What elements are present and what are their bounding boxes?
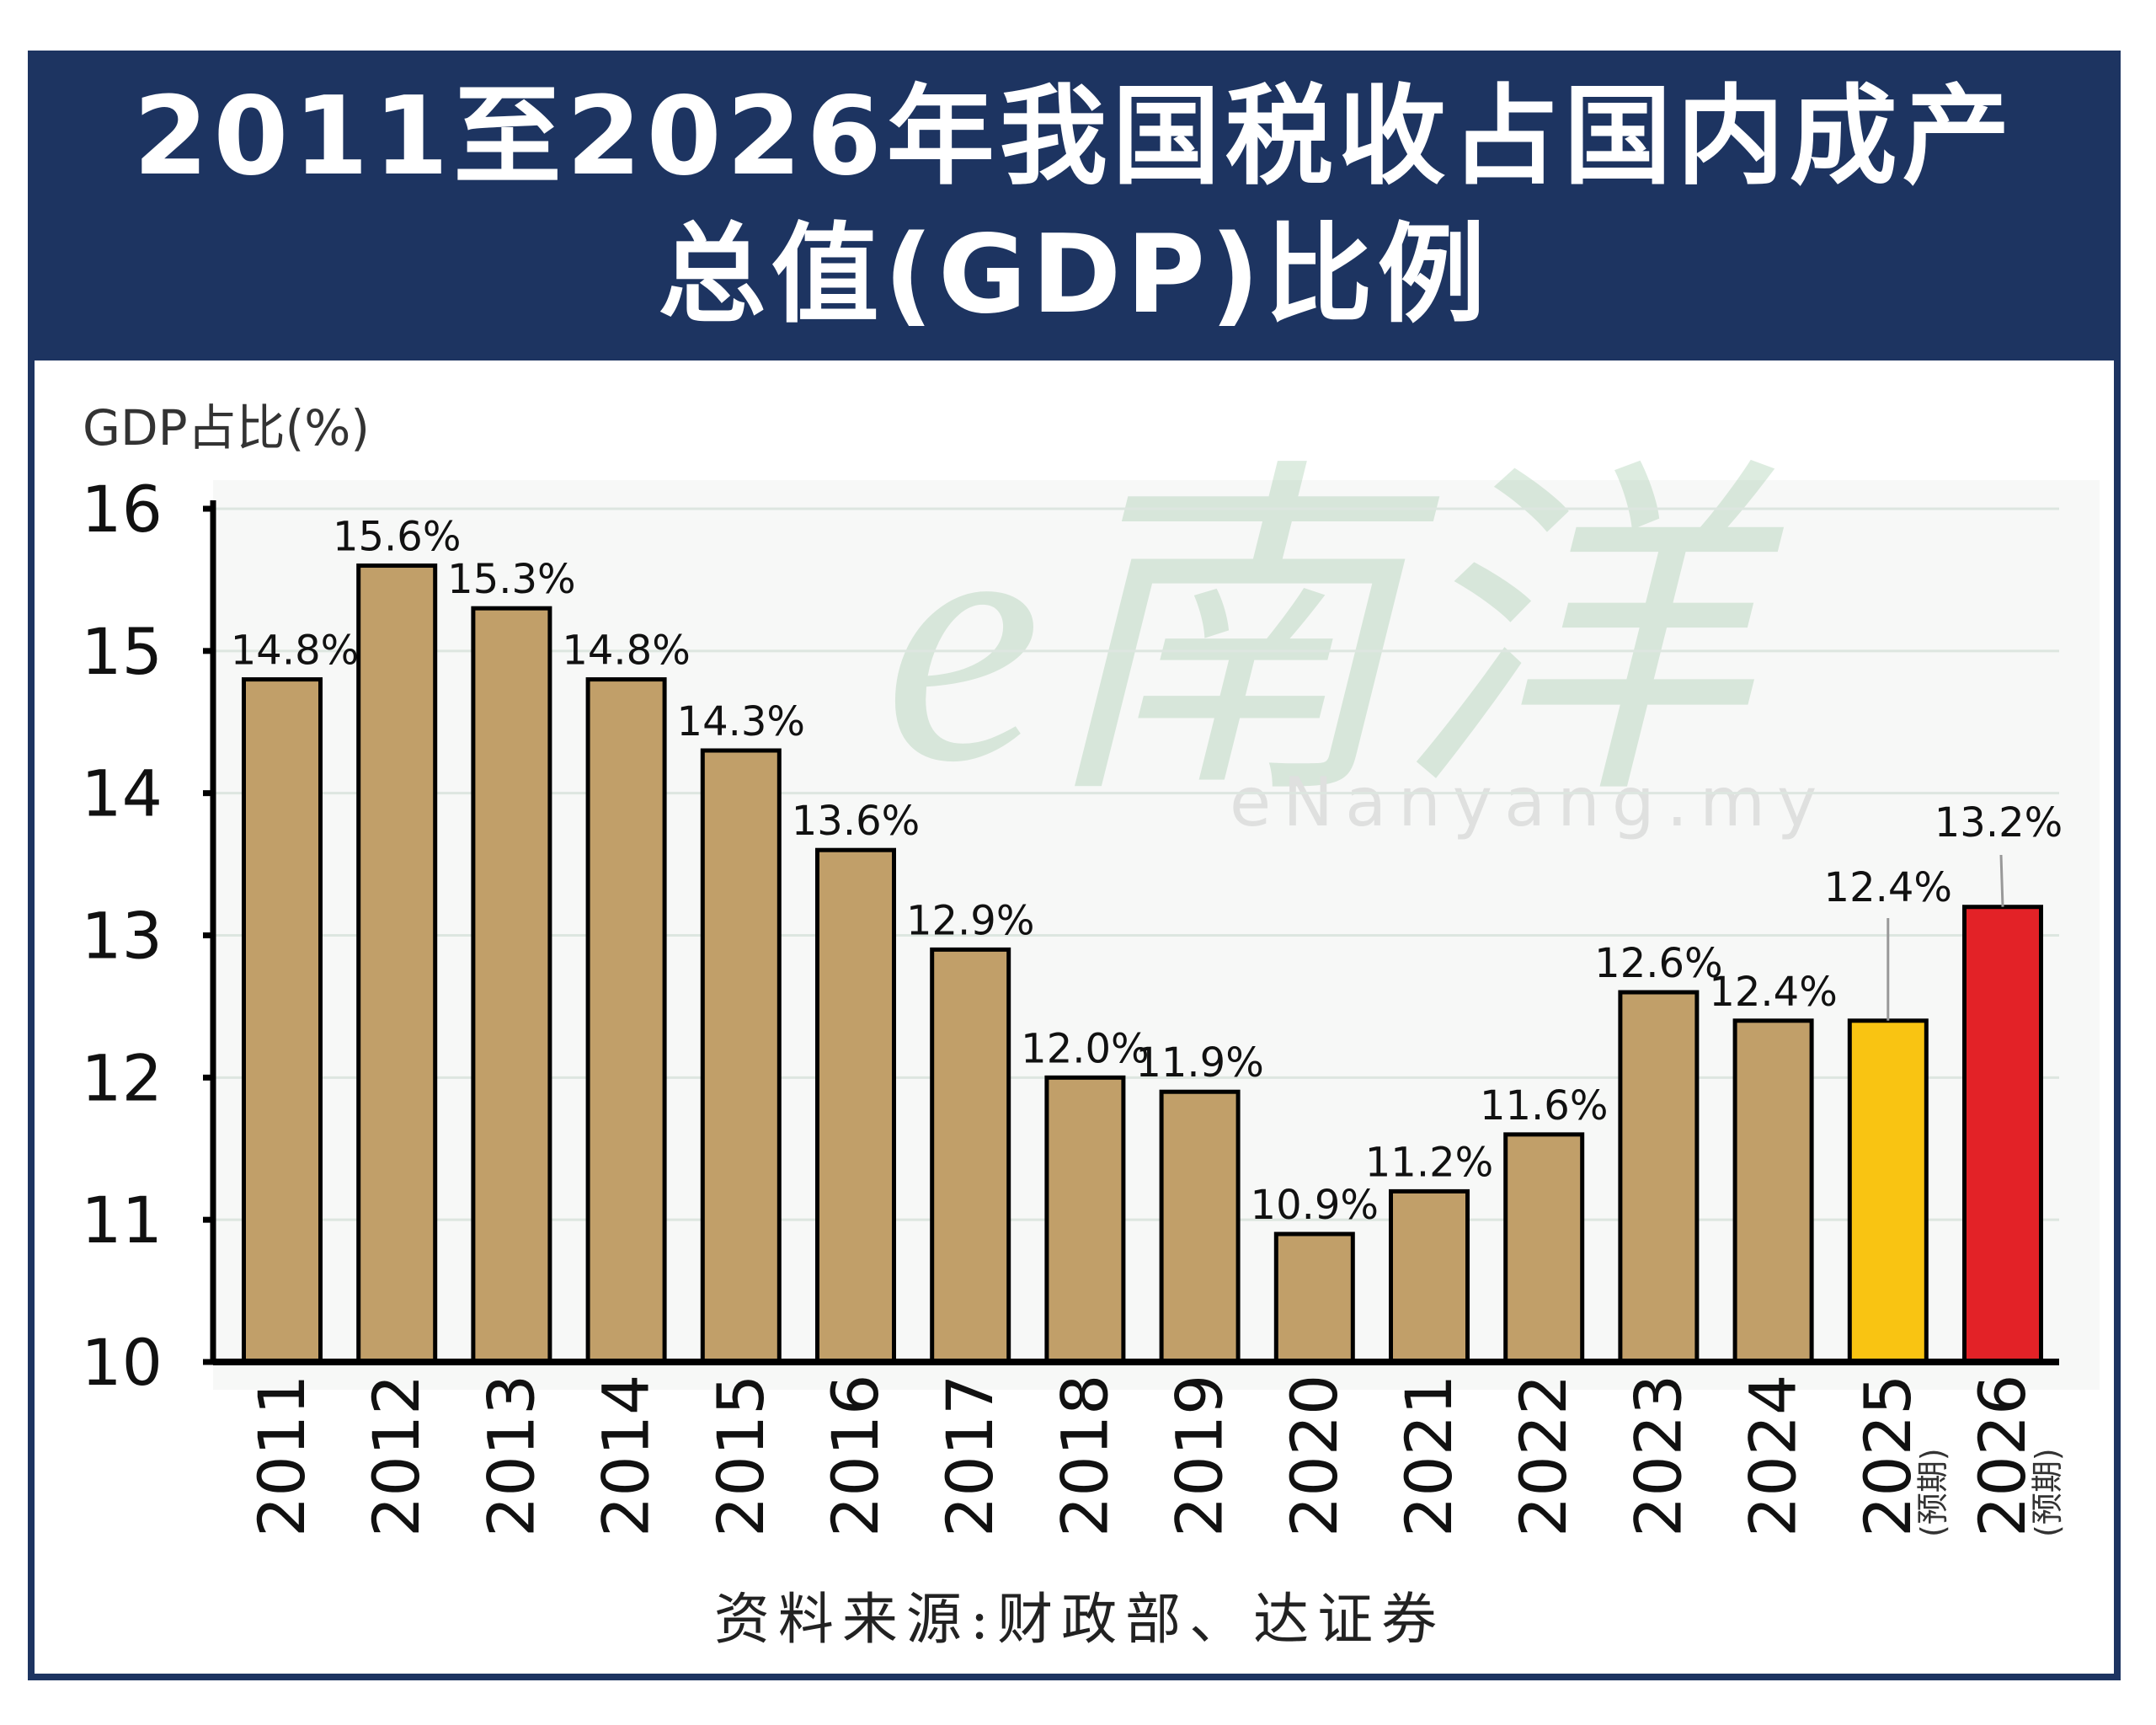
data-label: 12.9% [906,897,1034,944]
data-label: 12.4% [1824,864,1952,911]
x-tick-label: 2014 [589,1375,664,1537]
title-banner: 2011至2026年我国税收占国内成产 总值(GDP)比例 [28,51,2121,360]
x-tick-label-group: 2016 [818,1375,893,1537]
data-label: 10.9% [1251,1182,1379,1229]
bar-2016 [815,847,896,1365]
x-tick-label-group: 2021 [1391,1375,1466,1537]
x-tick-label-group: 2015 [703,1375,778,1537]
x-tick-label-group: 2011 [244,1375,319,1537]
data-label: 14.8% [231,628,359,675]
x-tick-label: 2013 [473,1375,548,1537]
x-tick-label-group: 2022 [1506,1375,1581,1537]
data-label: 13.2% [1935,799,2063,846]
data-label: 12.6% [1594,940,1722,987]
y-tick-label: 14 [81,756,163,831]
bar-2026 [1962,905,2043,1365]
x-tick-label: 2020 [1277,1375,1352,1537]
watermark: e南洋 eNanyang.my [884,443,1828,841]
x-tick-label: 2015 [703,1375,778,1537]
watermark-site: eNanyang.my [1230,763,1828,841]
y-tick-label: 16 [81,472,163,547]
x-tick-label-group: 2019 [1162,1375,1237,1537]
x-tick-label-group: 2013 [473,1375,548,1537]
title-line-1: 2011至2026年我国税收占国内成产 [133,74,2015,200]
bar-2018 [1044,1075,1126,1365]
x-tick-label: 2021 [1391,1375,1466,1537]
bar-2019 [1159,1089,1241,1365]
bar-2025 [1847,1018,1929,1365]
x-tick-label: 2012 [359,1375,434,1537]
x-tick-note: (预期) [2029,1448,2066,1537]
bar-2017 [930,947,1011,1365]
y-tick-label: 10 [81,1325,163,1400]
bar-2011 [242,677,323,1365]
bar-2022 [1503,1132,1585,1365]
bar-2024 [1732,1018,1814,1365]
frame-border [28,51,2121,1680]
data-label: 12.4% [1709,969,1837,1016]
x-tick-label: 2026 [1965,1375,2040,1537]
x-tick-note: (预期) [1914,1448,1951,1537]
data-label: 14.3% [677,698,805,745]
data-label: 11.2% [1365,1139,1493,1186]
bar-2015 [700,748,782,1365]
bar-2013 [471,606,552,1365]
x-tick-label: 2023 [1620,1375,1695,1537]
x-tick-label: 2011 [244,1375,319,1537]
bar-2020 [1273,1231,1355,1365]
y-tick-label: 11 [81,1183,163,1258]
x-tick-label: 2016 [818,1375,893,1537]
y-tick-label: 15 [81,614,163,689]
x-tick-label-group: 2026(预期) [1965,1375,2066,1537]
x-tick-label-group: 2014 [589,1375,664,1537]
bar-2012 [356,563,438,1365]
bar-2014 [585,677,667,1365]
x-tick-label-group: 2024 [1736,1375,1811,1537]
x-tick-label-group: 2018 [1047,1375,1122,1537]
data-label: 13.6% [792,798,920,845]
x-tick-label-group: 2025(预期) [1850,1375,1951,1537]
leader-line [1999,854,2004,907]
x-tick-label-group: 2020 [1277,1375,1352,1537]
y-tick-label: 12 [81,1040,163,1115]
x-tick-label: 2022 [1506,1375,1581,1537]
x-tick-label: 2019 [1162,1375,1237,1537]
title-line-2: 总值(GDP)比例 [658,212,1491,338]
x-tick-label-group: 2012 [359,1375,434,1537]
data-label: 15.3% [447,556,575,603]
data-label: 11.9% [1135,1039,1263,1087]
x-tick-label: 2018 [1047,1375,1122,1537]
y-tick-label: 13 [81,899,163,974]
x-tick-label: 2017 [932,1375,1007,1537]
x-tick-label-group: 2023 [1620,1375,1695,1537]
data-label: 12.0% [1021,1025,1149,1072]
data-label: 15.6% [333,514,461,561]
bar-2023 [1618,990,1700,1365]
y-axis-label: GDP占比(%) [83,399,370,457]
x-tick-label: 2025 [1850,1375,1925,1537]
x-tick-label-group: 2017 [932,1375,1007,1537]
bar-2021 [1389,1188,1470,1365]
data-label: 11.6% [1480,1082,1608,1130]
x-tick-label: 2024 [1736,1375,1811,1537]
source-note: 资料来源:财政部、达证券 [714,1587,1445,1652]
data-label: 14.8% [562,628,690,675]
